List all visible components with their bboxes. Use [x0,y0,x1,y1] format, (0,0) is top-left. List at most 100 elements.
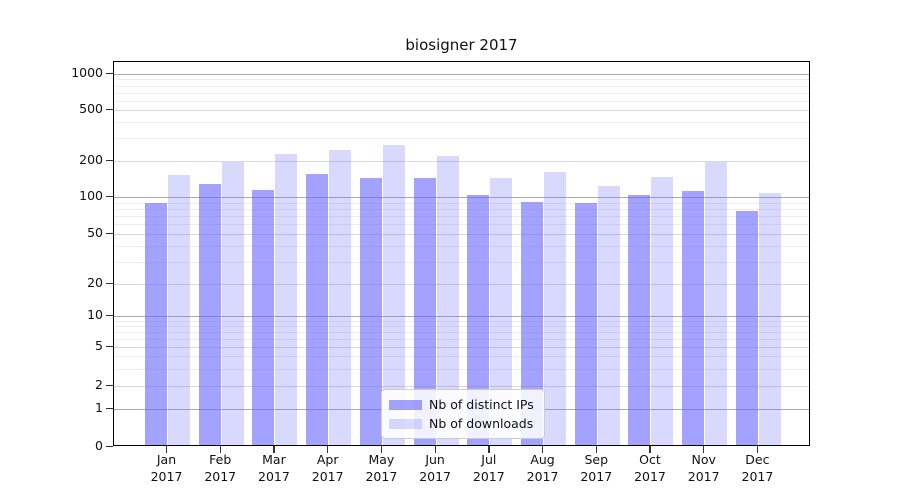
bar-downloads-feb [221,161,244,445]
y-tick-label-0: 0 [95,438,103,453]
y-tick-2 [106,384,113,386]
gridline-y-400 [114,122,809,124]
y-tick-label-1: 1 [95,400,103,415]
legend-item-downloads: Nb of downloads [389,414,536,433]
gridline-y-800 [114,85,809,87]
y-tick-label-200: 200 [79,152,103,167]
y-tick-label-2: 2 [95,377,103,392]
gridline-y-80 [114,208,809,210]
plot-area: Nb of distinct IPs Nb of downloads [113,61,810,446]
gridline-y-900 [114,79,809,81]
gridline-y-9 [114,320,809,322]
y-tick-500 [106,108,113,110]
bar-ips-oct [628,195,651,445]
x-tick-label-oct: Oct 2017 [634,452,666,484]
bar-downloads-apr [329,149,352,445]
x-tick-aug [542,446,544,453]
gridline-y-100 [114,197,809,198]
bar-downloads-jan [168,175,190,445]
bar-ips-apr [306,173,329,445]
x-tick-apr [327,446,329,453]
x-tick-label-may: May 2017 [365,452,398,484]
gridline-y-50 [114,234,809,235]
y-tick-1000 [106,72,113,74]
legend: Nb of distinct IPs Nb of downloads [381,389,545,439]
y-tick-label-500: 500 [79,101,103,116]
x-tick-mar [273,446,275,453]
y-tick-0 [106,445,113,447]
y-tick-10 [106,314,113,316]
bar-ips-mar [252,190,275,445]
bar-ips-jul [467,195,490,445]
x-tick-nov [703,446,705,453]
gridline-y-70 [114,216,809,218]
gridline-y-8 [114,325,809,327]
bar-downloads-oct [651,176,674,445]
gridline-y-1000 [114,74,809,75]
x-tick-label-sep: Sep 2017 [580,452,613,484]
legend-swatch-distinct-ips [389,399,422,410]
gridline-y-60 [114,224,809,226]
x-tick-label-mar: Mar 2017 [258,452,290,484]
y-tick-label-50: 50 [87,225,103,240]
gridline-y-6 [114,338,809,340]
gridline-y-4 [114,356,809,358]
y-tick-5 [106,345,113,347]
y-tick-1 [106,407,113,409]
legend-label-downloads: Nb of downloads [429,416,534,431]
chart-title: biosigner 2017 [405,36,518,54]
bar-ips-sep [574,203,597,445]
bar-ips-feb [198,183,221,445]
bar-downloads-nov [705,161,728,445]
gridline-y-7 [114,331,809,333]
gridline-y-90 [114,202,809,204]
gridline-y-3 [114,368,809,370]
gridline-y-40 [114,246,809,248]
x-tick-label-jun: Jun 2017 [419,452,451,484]
x-tick-jan [166,446,168,453]
bar-downloads-sep [597,185,620,445]
bar-downloads-may [382,145,405,445]
x-tick-jul [488,446,490,453]
gridline-y-5 [114,347,809,348]
y-tick-20 [106,282,113,284]
bar-ips-jun [413,177,436,445]
bar-ips-jan [145,203,167,445]
bar-ips-aug [521,202,544,445]
gridline-y-2 [114,386,809,387]
x-tick-may [380,446,383,453]
x-tick-label-feb: Feb 2017 [204,452,237,484]
x-tick-sep [595,446,598,453]
y-tick-label-10: 10 [87,307,103,322]
y-tick-50 [106,232,113,234]
y-tick-100 [106,195,113,197]
legend-label-distinct-ips: Nb of distinct IPs [429,397,534,412]
y-tick-label-100: 100 [79,188,103,203]
gridline-y-300 [114,138,809,140]
x-tick-label-jan: Jan 2017 [150,452,183,484]
bar-downloads-dec [758,192,781,445]
gridline-y-200 [114,161,809,162]
x-tick-label-apr: Apr 2017 [311,452,344,484]
gridline-y-500 [114,110,809,111]
y-tick-200 [106,159,113,161]
bar-downloads-jul [490,177,513,445]
legend-item-distinct-ips: Nb of distinct IPs [389,395,536,414]
x-tick-jun [434,446,436,453]
bar-downloads-jun [436,155,459,445]
legend-swatch-downloads [389,418,422,429]
y-tick-label-20: 20 [87,275,103,290]
gridline-y-30 [114,261,809,263]
bar-downloads-mar [275,153,298,445]
gridline-y-600 [114,100,809,102]
x-tick-feb [219,446,222,453]
x-tick-label-nov: Nov 2017 [687,452,720,484]
gridline-y-20 [114,284,809,285]
bar-ips-may [359,177,382,445]
x-tick-oct [649,446,651,453]
y-tick-label-1000: 1000 [71,65,103,80]
bar-ips-dec [735,211,758,445]
x-tick-label-jul: Jul 2017 [472,452,505,484]
bar-downloads-aug [544,171,567,445]
gridline-y-700 [114,92,809,94]
